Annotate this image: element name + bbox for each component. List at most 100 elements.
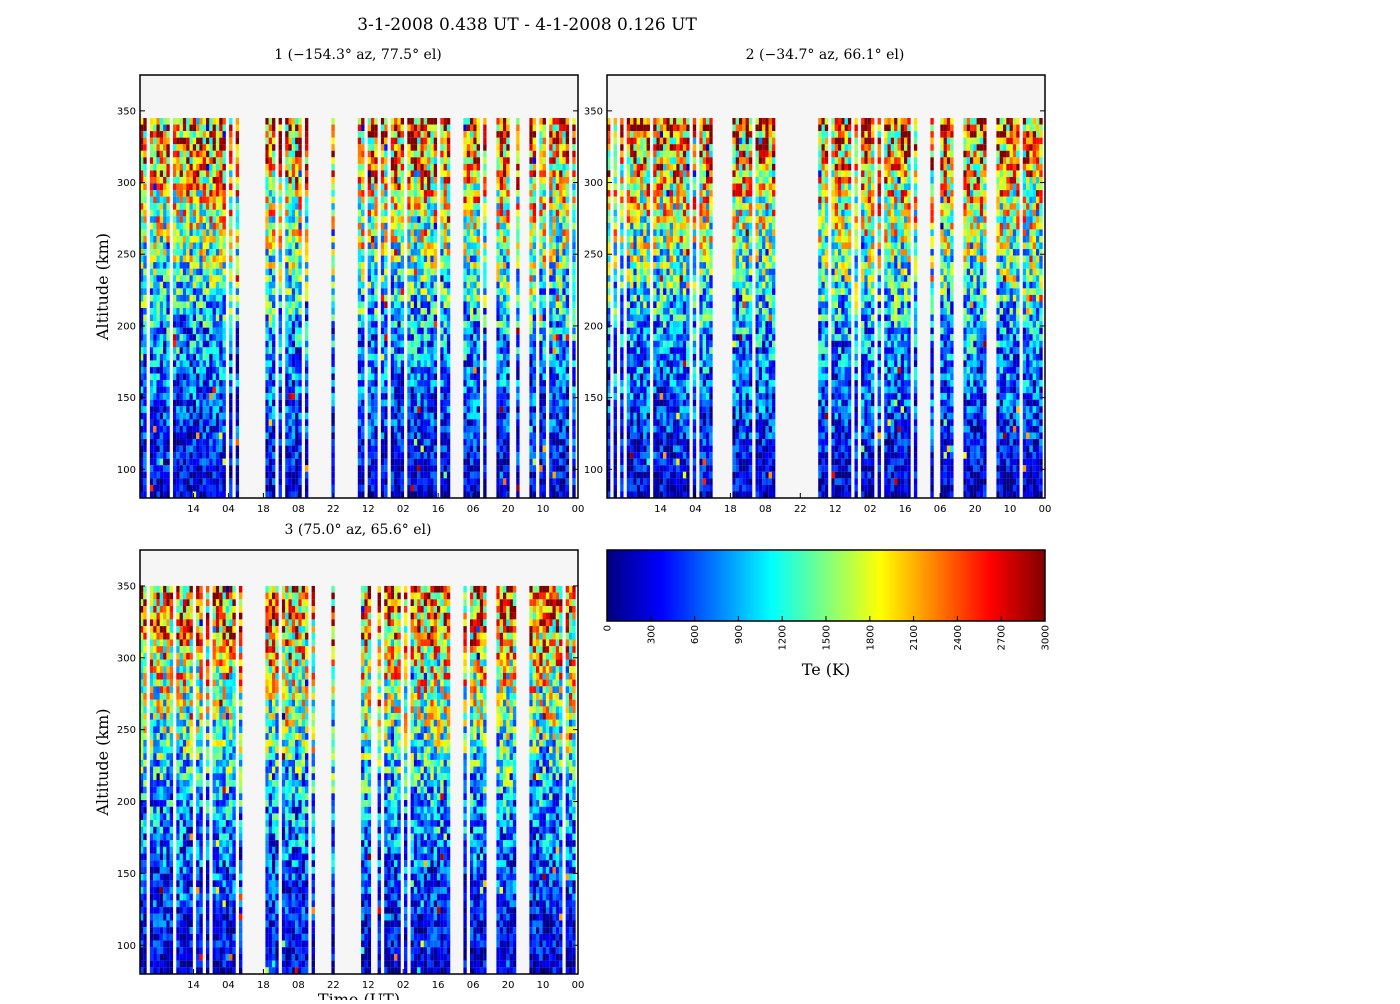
heatmap-cell [196,295,199,302]
heatmap-cell [331,347,334,354]
heatmap-cell [614,295,617,302]
heatmap-cell [401,380,404,387]
heatmap-cell [477,406,480,413]
heatmap-cell [206,170,209,177]
heatmap-cell [427,478,430,485]
heatmap-cell [272,157,275,164]
heatmap-cell [358,210,361,217]
heatmap-cell [559,393,562,400]
heatmap-cell [186,164,189,171]
heatmap-cell [236,419,239,426]
heatmap-cell [292,242,295,249]
heatmap-cell [213,393,216,400]
heatmap-cell [424,151,427,158]
heatmap-cell [361,406,364,413]
heatmap-cell [206,452,209,459]
heatmap-cell [298,216,301,223]
heatmap-cell [358,295,361,302]
heatmap-cell [529,210,532,217]
heatmap-cell [190,380,193,387]
heatmap-cell [496,419,499,426]
heatmap-cell [368,472,371,479]
heatmap-cell [411,184,414,191]
heatmap-cell [496,295,499,302]
heatmap-cell [414,157,417,164]
heatmap-cell [371,341,374,348]
heatmap-cell [223,216,226,223]
heatmap-cell [467,308,470,315]
heatmap-cell [193,432,196,439]
heatmap-cell [620,400,623,407]
heatmap-cell [199,341,202,348]
heatmap-cell [298,229,301,236]
heatmap-cell [213,419,216,426]
heatmap-cell [298,347,301,354]
heatmap-cell [444,216,447,223]
heatmap-cell [331,125,334,132]
heatmap-cell [620,387,623,394]
heatmap-cell [414,177,417,184]
heatmap-cell [143,341,146,348]
heatmap-cell [265,328,268,335]
heatmap-cell [397,131,400,138]
heatmap-cell [427,419,430,426]
heatmap-cell [216,249,219,256]
heatmap-cell [427,184,430,191]
heatmap-cell [572,216,575,223]
heatmap-cell [553,400,556,407]
heatmap-cell [381,249,384,256]
heatmap-cell [539,452,542,459]
heatmap-cell [358,229,361,236]
heatmap-cell [414,262,417,269]
heatmap-cell [272,321,275,328]
heatmap-cell [193,138,196,145]
heatmap-cell [305,374,308,381]
heatmap-cell [556,315,559,322]
heatmap-cell [150,374,153,381]
heatmap-cell [203,380,206,387]
heatmap-cell [157,452,160,459]
heatmap-cell [470,347,473,354]
heatmap-cell [183,190,186,197]
heatmap-cell [562,491,565,498]
heatmap-cell [368,459,371,466]
heatmap-cell [236,131,239,138]
heatmap-cell [407,308,410,315]
heatmap-cell [470,288,473,295]
heatmap-cell [496,177,499,184]
heatmap-cell [199,387,202,394]
heatmap-cell [444,197,447,204]
heatmap-cell [414,439,417,446]
heatmap-cell [176,288,179,295]
heatmap-cell [401,360,404,367]
heatmap-cell [401,249,404,256]
heatmap-cell [371,256,374,263]
heatmap-cell [470,432,473,439]
heatmap-cell [411,249,414,256]
heatmap-cell [424,321,427,328]
heatmap-cell [391,203,394,210]
heatmap-cell [236,367,239,374]
heatmap-cell [440,341,443,348]
heatmap-cell [219,465,222,472]
heatmap-cell [503,203,506,210]
heatmap-cell [209,184,212,191]
heatmap-cell [199,380,202,387]
heatmap-cell [477,170,480,177]
heatmap-cell [374,459,377,466]
heatmap-cell [206,157,209,164]
heatmap-cell [440,295,443,302]
heatmap-cell [463,288,466,295]
heatmap-cell [295,419,298,426]
heatmap-cell [265,216,268,223]
heatmap-cell [196,419,199,426]
heatmap-cell [183,275,186,282]
heatmap-cell [269,472,272,479]
heatmap-cell [223,426,226,433]
heatmap-cell [183,229,186,236]
heatmap-cell [467,419,470,426]
heatmap-cell [444,321,447,328]
heatmap-cell [539,439,542,446]
heatmap-cell [411,236,414,243]
heatmap-cell [213,170,216,177]
